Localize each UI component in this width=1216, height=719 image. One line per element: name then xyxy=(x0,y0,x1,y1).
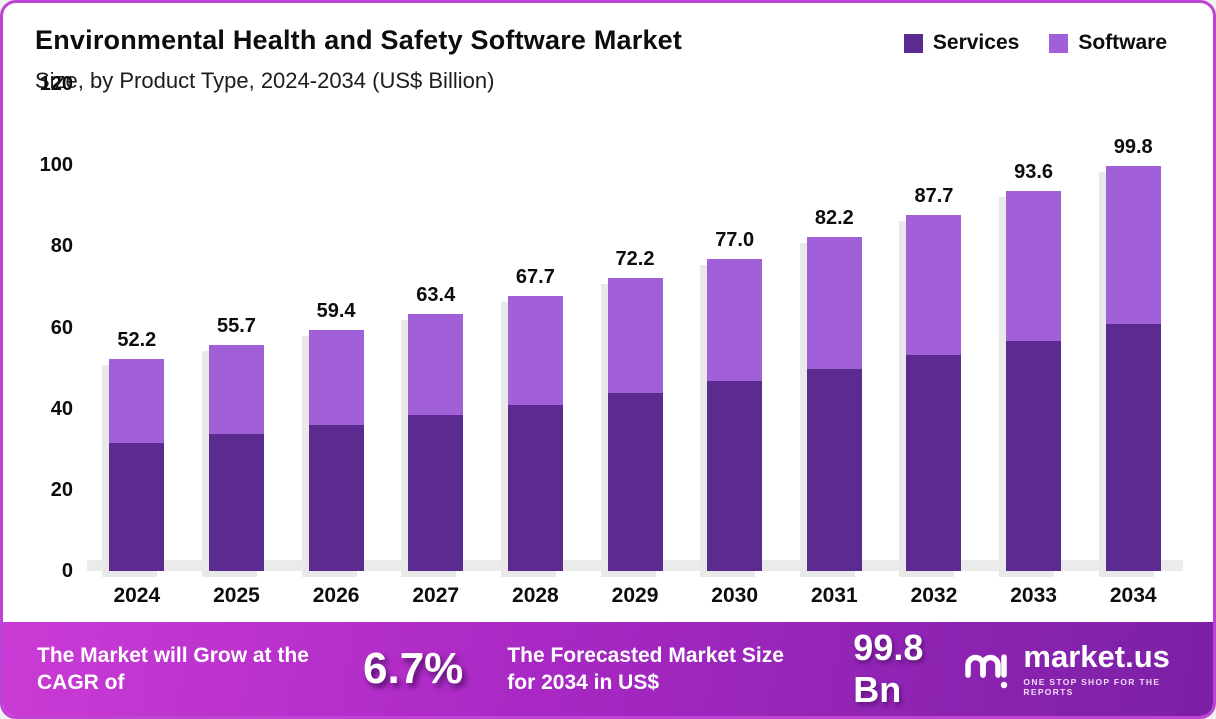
bar-total-label: 63.4 xyxy=(416,283,456,306)
y-tick-label: 0 xyxy=(61,560,73,582)
bar-column: 99.8 xyxy=(1083,108,1183,571)
bar-column: 63.4 xyxy=(386,108,486,571)
x-tick-label: 2026 xyxy=(312,584,360,607)
bar-total-label: 59.4 xyxy=(316,299,356,322)
bar-total-label: 93.6 xyxy=(1014,161,1054,184)
bar-segment-software xyxy=(208,344,264,434)
bar-segment-services xyxy=(707,381,763,571)
bar-segment-services xyxy=(906,355,962,571)
chart-area: 0 20 40 60 80 100 120 52.2 55.7 59.4 63.4 67.7 72.2… xyxy=(3,73,1213,622)
bar-segment-services xyxy=(1105,324,1161,571)
bar-segment-software xyxy=(408,313,464,416)
bar-stack xyxy=(1006,191,1062,571)
bar-stack xyxy=(308,329,364,571)
bar-column: 67.7 xyxy=(486,108,586,571)
x-tick-label: 2025 xyxy=(213,584,260,607)
legend-swatch-services xyxy=(903,33,923,53)
x-tick-label: 2032 xyxy=(910,584,958,607)
chart-subtitle: Size, by Product Type, 2024-2034 (US$ Bi… xyxy=(35,68,495,93)
bar-segment-software xyxy=(906,215,962,356)
bar-stack xyxy=(906,215,962,571)
bar-segment-services xyxy=(308,424,364,571)
plot-row: 0 20 40 60 80 100 120 52.2 55.7 59.4 63.4 67.7 72.2… xyxy=(29,73,1183,582)
y-tick-label: 80 xyxy=(50,235,73,258)
bar-segment-software xyxy=(707,258,763,382)
legend-item-services: Services xyxy=(903,31,1020,55)
cagr-label: The Market will Grow at the CAGR of xyxy=(37,643,309,694)
plot: 52.2 55.7 59.4 63.4 67.7 72.2 77.0 82.2 87.7 93.6… xyxy=(87,108,1183,571)
bar-total-label: 67.7 xyxy=(515,266,555,289)
bar-total-label: 52.2 xyxy=(117,329,157,352)
legend-label: Services xyxy=(932,31,1020,54)
bar-segment-software xyxy=(1006,191,1062,341)
chart-title: Environmental Health and Safety Software… xyxy=(35,25,683,55)
forecast-label: The Forecasted Market Size for 2034 in U… xyxy=(507,643,784,694)
bar-total-label: 55.7 xyxy=(216,314,256,337)
bar-total-label: 77.0 xyxy=(715,228,755,251)
bar-segment-software xyxy=(109,359,165,444)
bar-column: 55.7 xyxy=(187,108,287,571)
chart-header: Environmental Health and Safety Software… xyxy=(3,3,1213,94)
marketus-logo-icon xyxy=(963,644,1011,695)
bar-segment-software xyxy=(507,296,563,405)
brand-logo: market.us ONE STOP SHOP FOR THE REPORTS xyxy=(963,641,1179,697)
bar-column: 82.2 xyxy=(784,108,884,571)
bar-total-label: 87.7 xyxy=(914,185,954,208)
chart-legend: Services Software xyxy=(903,31,1167,55)
bar-segment-services xyxy=(607,393,663,571)
y-tick-label: 60 xyxy=(50,316,73,339)
bar-column: 72.2 xyxy=(585,108,685,571)
bar-column: 87.7 xyxy=(884,108,984,571)
bar-stack xyxy=(408,313,464,571)
bar-total-label: 99.8 xyxy=(1113,136,1153,158)
x-axis: 2024 2025 2026 2027 2028 2029 2030 2031 2032 2033… xyxy=(87,571,1183,622)
bar-stack xyxy=(806,237,862,571)
bar-segment-software xyxy=(607,278,663,394)
bar-segment-services xyxy=(1006,340,1062,571)
y-tick-label: 120 xyxy=(39,73,73,95)
footer-banner: The Market will Grow at the CAGR of 6.7%… xyxy=(3,622,1213,716)
brand-tagline: ONE STOP SHOP FOR THE REPORTS xyxy=(1023,677,1161,697)
x-tick-label: 2024 xyxy=(113,584,161,607)
bar-stack xyxy=(507,296,563,571)
y-tick-label: 100 xyxy=(39,154,73,177)
brand-name: market.us xyxy=(1023,639,1170,674)
bar-stack xyxy=(707,258,763,571)
bar-total-label: 72.2 xyxy=(615,248,655,270)
x-tick-label: 2031 xyxy=(810,584,858,607)
bar-column: 93.6 xyxy=(984,108,1084,571)
x-tick-label: 2027 xyxy=(412,584,460,607)
bar-segment-services xyxy=(408,415,464,571)
bar-stack xyxy=(607,278,663,571)
bar-segment-software xyxy=(308,329,364,425)
bar-segment-services xyxy=(507,404,563,571)
x-tick-label: 2034 xyxy=(1109,584,1157,607)
bar-stack xyxy=(208,344,264,571)
bar-column: 59.4 xyxy=(286,108,386,571)
bar-column: 52.2 xyxy=(87,108,187,571)
forecast-value: 99.8 Bn xyxy=(853,627,924,710)
bar-total-label: 82.2 xyxy=(814,207,854,230)
x-tick-label: 2033 xyxy=(1010,584,1057,607)
bar-column: 77.0 xyxy=(685,108,785,571)
bar-stack xyxy=(1105,166,1161,571)
legend-swatch-software xyxy=(1049,33,1069,53)
y-axis: 0 20 40 60 80 100 120 xyxy=(29,73,87,582)
x-tick-label: 2028 xyxy=(512,584,559,607)
cagr-value: 6.7% xyxy=(363,644,464,693)
bar-segment-software xyxy=(806,237,862,369)
x-tick-label: 2029 xyxy=(611,584,659,607)
y-tick-label: 40 xyxy=(50,397,73,420)
bar-segment-software xyxy=(1105,166,1161,325)
legend-item-software: Software xyxy=(1049,31,1167,55)
x-tick-label: 2030 xyxy=(711,584,759,607)
brand-text: market.us ONE STOP SHOP FOR THE REPORTS xyxy=(1023,641,1179,697)
legend-label: Software xyxy=(1078,31,1167,54)
bar-segment-services xyxy=(109,443,165,571)
bar-stack xyxy=(109,359,165,571)
bar-segment-services xyxy=(208,433,264,571)
bar-segment-services xyxy=(806,368,862,571)
y-tick-label: 20 xyxy=(50,478,73,501)
